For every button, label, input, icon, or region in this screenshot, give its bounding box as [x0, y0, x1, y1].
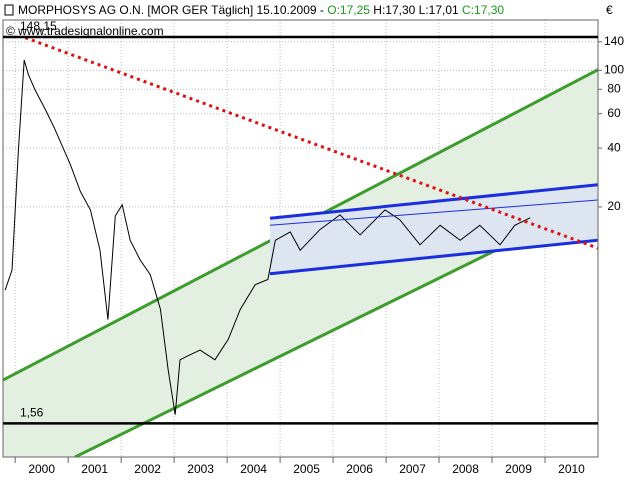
channel-line [269, 238, 598, 276]
y-tick-label: 20 [607, 199, 621, 213]
y-tick-label: 60 [607, 106, 621, 120]
trend-line [269, 199, 598, 226]
x-tick-label: 2001 [81, 462, 108, 476]
plot [3, 20, 598, 457]
x-tick-label: 2010 [558, 462, 585, 476]
icon [4, 4, 14, 16]
x-tick-label: 2005 [293, 462, 320, 476]
open: O:17,25 [327, 3, 370, 17]
title: MORPHOSYS AG O.N. [MOR GER Täglich] 15.1… [18, 3, 324, 17]
header: MORPHOSYS AG O.N. [MOR GER Täglich] 15.1… [18, 3, 504, 17]
x-tick-label: 2000 [28, 462, 55, 476]
watermark: © www.tradesignalonline.com [6, 24, 164, 38]
channel-line [269, 183, 598, 220]
high-low: H:17,30 L:17,01 [373, 3, 459, 17]
price-line [4, 59, 531, 415]
x-tick-label: 2007 [399, 462, 426, 476]
reference-label: 148,15 [20, 19, 57, 33]
x-tick-label: 2008 [452, 462, 479, 476]
y-tick-label: 140 [604, 34, 624, 48]
channel-fill [270, 184, 598, 274]
close: C:17,30 [462, 3, 504, 17]
x-tick-label: 2004 [240, 462, 267, 476]
y-tick-label: 40 [607, 140, 621, 154]
x-tick-label: 2006 [346, 462, 373, 476]
currency: € [606, 3, 613, 17]
y-tick-label: 80 [607, 81, 621, 95]
reference-label: 1,56 [20, 406, 44, 420]
y-tick-label: 100 [604, 63, 624, 77]
x-tick-label: 2003 [187, 462, 214, 476]
x-tick-label: 2009 [505, 462, 532, 476]
plot-frame [2, 19, 599, 458]
x-tick-label: 2002 [134, 462, 161, 476]
